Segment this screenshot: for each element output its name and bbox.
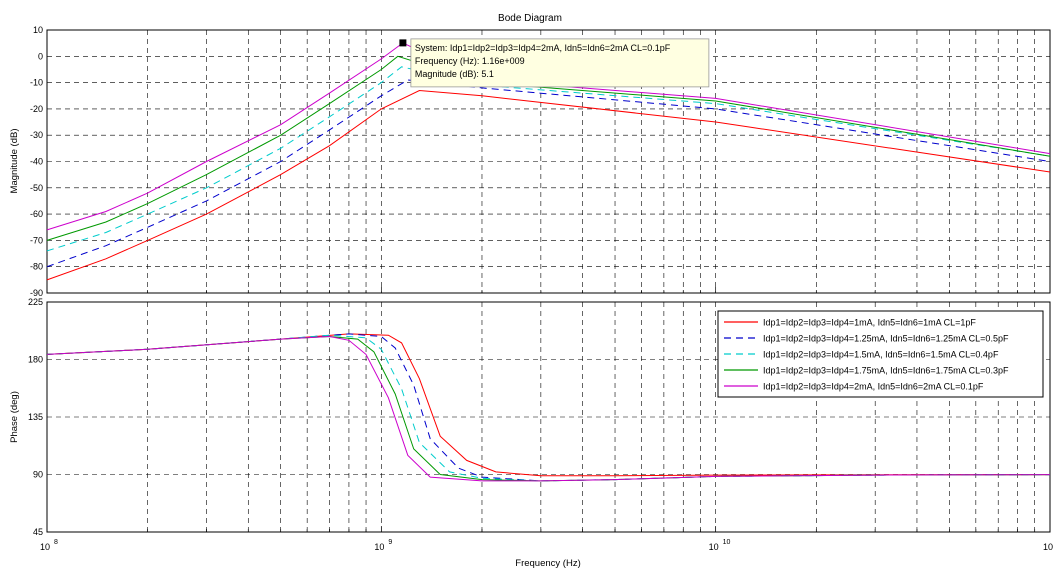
- magnitude-tick-label: -80: [30, 262, 43, 272]
- magnitude-series-line-2: [46, 79, 1051, 268]
- phase-tick-label: 90: [33, 470, 43, 480]
- datatip-box[interactable]: [410, 38, 710, 88]
- magnitude-series: [46, 42, 1051, 281]
- x-tick-exponent: 9: [388, 539, 392, 546]
- x-tick-exponent: 10: [723, 539, 731, 546]
- magnitude-tick-label: -10: [30, 78, 43, 88]
- x-tick-label: 10: [709, 542, 719, 552]
- legend-entry: Idp1=Idp2=Idp3=Idp4=1mA, Idn5=Idn6=1mA C…: [763, 318, 976, 328]
- legend-entry: Idp1=Idp2=Idp3=Idp4=2mA, Idn5=Idn6=2mA C…: [763, 382, 984, 392]
- datatip-marker[interactable]: [399, 39, 407, 47]
- x-axis-label: Frequency (Hz): [515, 558, 580, 569]
- magnitude-series-line-3: [46, 66, 1051, 252]
- datatip-magnitude: Magnitude (dB): 5.1: [415, 69, 494, 79]
- legend-box: [717, 310, 1044, 398]
- magnitude-grid: [47, 30, 1050, 293]
- phase-tick-label: 225: [28, 297, 43, 307]
- magnitude-tick-label: 10: [33, 25, 43, 35]
- phase-y-ticks: 225 180 135 90 45: [28, 297, 43, 537]
- magnitude-tick-label: -60: [30, 209, 43, 219]
- legend-entry: Idp1=Idp2=Idp3=Idp4=1.5mA, Idn5=Idn6=1.5…: [763, 350, 999, 360]
- magnitude-y-ticks: 10 0 -10 -20 -30 -40 -50 -60 -70 -80 -90: [30, 25, 43, 298]
- x-tick-exponent: 8: [54, 539, 58, 546]
- phase-series-line-5: [46, 335, 1051, 482]
- magnitude-tick-label: -40: [30, 157, 43, 167]
- x-tick-label: 10: [374, 542, 384, 552]
- phase-plot: 225 180 135 90 45 Phase (deg): [9, 297, 1051, 537]
- phase-tick-label: 45: [33, 527, 43, 537]
- datatip-system: System: Idp1=Idp2=Idp3=Idp4=2mA, Idn5=Id…: [415, 43, 671, 53]
- magnitude-axis-label: Magnitude (dB): [9, 129, 20, 194]
- magnitude-tick-label: -90: [30, 288, 43, 298]
- legend-entry: Idp1=Idp2=Idp3=Idp4=1.25mA, Idn5=Idn6=1.…: [763, 334, 1009, 344]
- phase-plot-area: [46, 301, 1051, 533]
- phase-axis-label: Phase (deg): [9, 391, 20, 443]
- phase-tick-label: 135: [28, 412, 43, 422]
- magnitude-series-line-1: [46, 89, 1051, 281]
- datatip: System: Idp1=Idp2=Idp3=Idp4=2mA, Idn5=Id…: [399, 38, 710, 88]
- datatip-frequency: Frequency (Hz): 1.16e+009: [415, 56, 525, 66]
- frequency-x-ticks: 10810910101011: [40, 539, 1053, 552]
- legend-entry: Idp1=Idp2=Idp3=Idp4=1.75mA, Idn5=Idn6=1.…: [763, 366, 1009, 376]
- x-tick-label: 10: [1043, 542, 1053, 552]
- x-tick-label: 10: [40, 542, 50, 552]
- magnitude-tick-label: -70: [30, 235, 43, 245]
- phase-tick-label: 180: [28, 355, 43, 365]
- magnitude-tick-label: -20: [30, 104, 43, 114]
- legend: Idp1=Idp2=Idp3=Idp4=1mA, Idn5=Idn6=1mA C…: [717, 310, 1044, 398]
- chart-title: Bode Diagram: [498, 13, 562, 24]
- magnitude-series-line-4: [46, 55, 1051, 241]
- magnitude-tick-label: -50: [30, 183, 43, 193]
- magnitude-tick-label: 0: [38, 51, 43, 61]
- magnitude-tick-label: -30: [30, 130, 43, 140]
- phase-series: [46, 333, 1051, 482]
